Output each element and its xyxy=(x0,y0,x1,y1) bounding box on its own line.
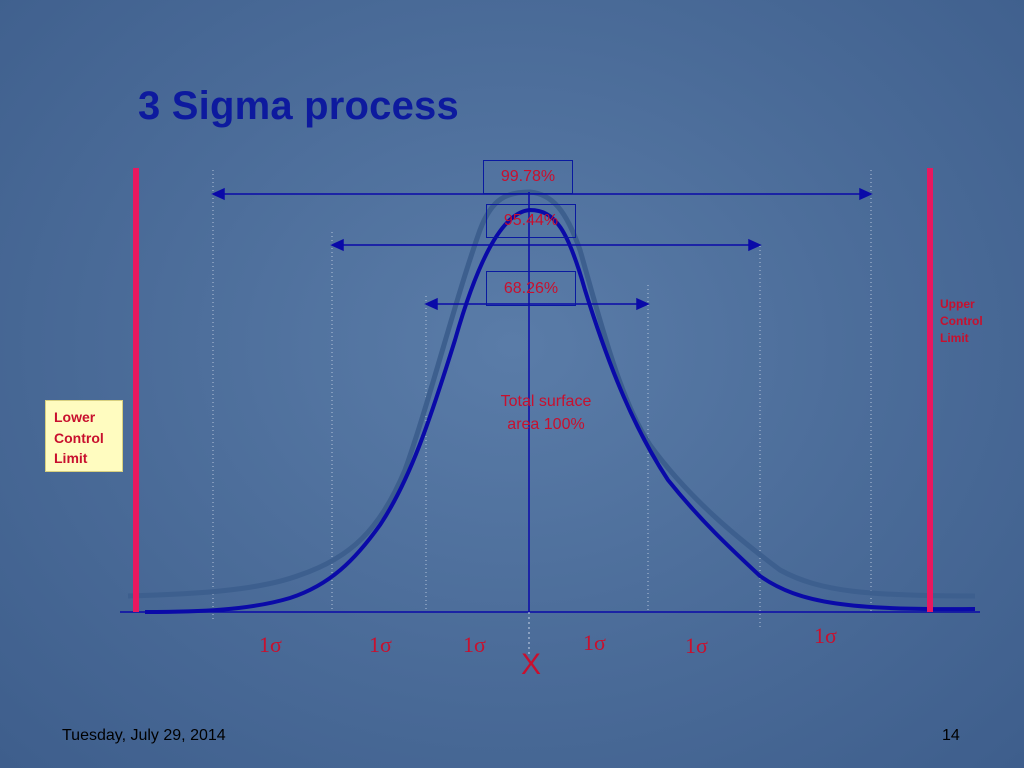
lcl-line3: Limit xyxy=(54,450,88,466)
slide-title: 3 Sigma process xyxy=(138,84,459,128)
sigma-label: 1σ xyxy=(583,630,606,655)
sigma-label: 1σ xyxy=(369,632,392,657)
total-surface-line2: area 100% xyxy=(507,416,585,433)
arrowhead xyxy=(748,238,762,252)
percent-box-99-78: 99.78% xyxy=(483,160,573,194)
percent-box-95-44: 95.44% xyxy=(486,204,576,238)
total-surface-line1: Total surface xyxy=(500,393,592,410)
sigma-label: 1σ xyxy=(685,633,708,658)
arrowhead xyxy=(859,187,873,201)
lcl-line2: Control xyxy=(54,429,104,446)
arrowhead xyxy=(211,187,225,201)
percent-box-68-26: 68.26% xyxy=(486,271,576,306)
total-surface-label: Total surface area 100% xyxy=(476,390,616,436)
process-distribution-curve xyxy=(144,207,976,614)
arrowhead xyxy=(636,297,650,311)
wide-distribution-curve xyxy=(127,189,976,599)
ucl-line2: Control xyxy=(940,314,983,328)
range-arrows xyxy=(211,187,873,311)
sigma-label: 1σ xyxy=(814,623,837,648)
arrowhead xyxy=(424,297,438,311)
sigma-label: 1σ xyxy=(463,632,486,657)
sigma-label: 1σ xyxy=(259,632,282,657)
sigma-boundary-lines xyxy=(212,170,872,630)
ucl-line3: Limit xyxy=(940,331,969,345)
footer-date: Tuesday, July 29, 2014 xyxy=(62,727,226,744)
upper-control-limit-label: Upper Control Limit xyxy=(940,296,1010,347)
lower-control-limit-label: Lower Control Limit xyxy=(45,400,123,472)
ucl-line1: Upper xyxy=(940,297,975,311)
lcl-line1: Lower xyxy=(54,409,96,425)
arrowhead xyxy=(330,238,344,252)
page-number: 14 xyxy=(942,727,960,744)
mean-x-label: X xyxy=(521,648,542,681)
